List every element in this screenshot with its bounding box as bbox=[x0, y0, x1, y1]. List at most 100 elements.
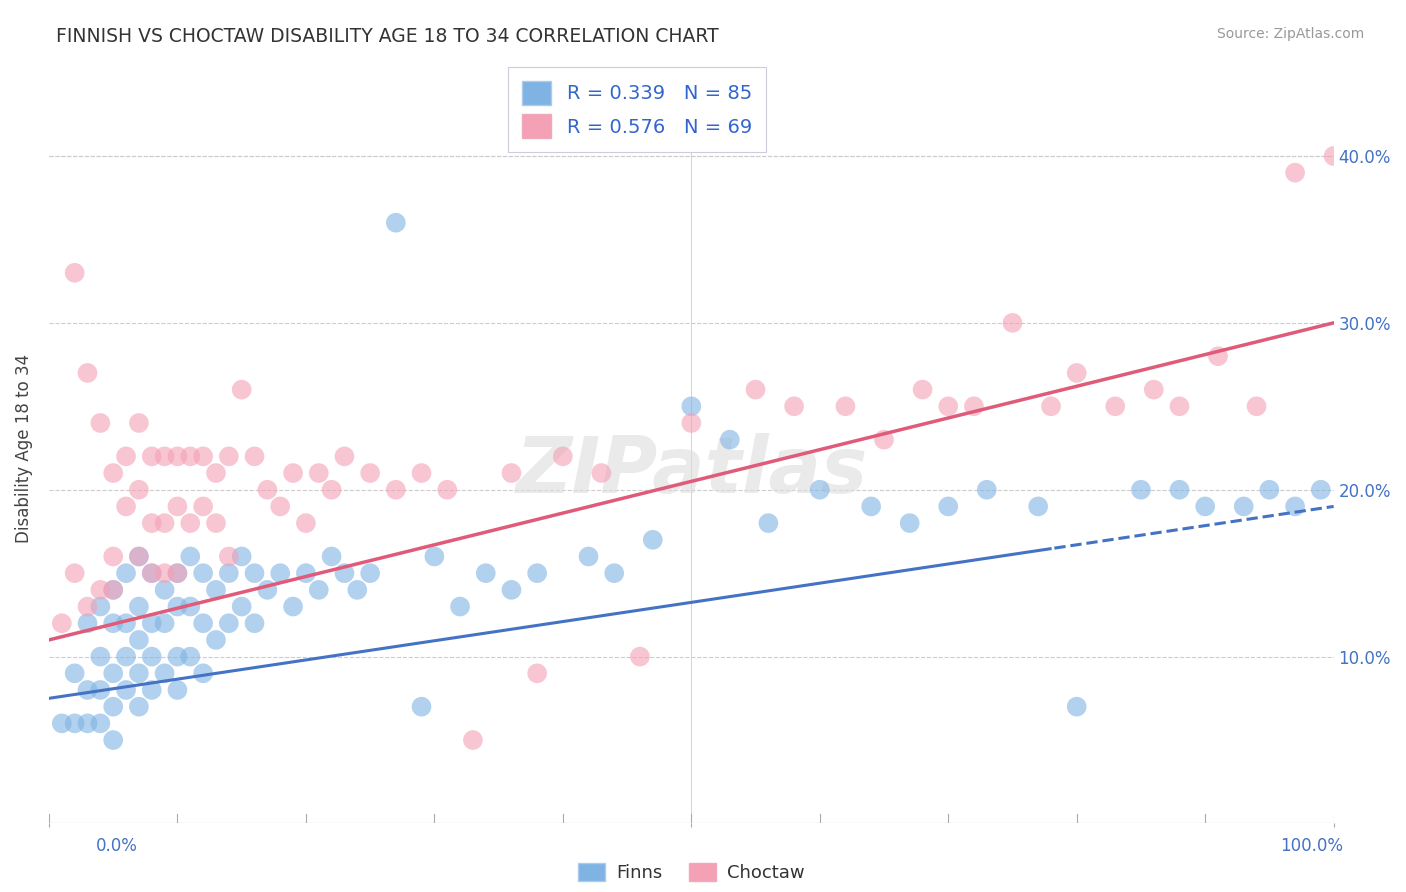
Point bbox=[115, 450, 138, 464]
Point bbox=[153, 616, 176, 631]
Point bbox=[103, 582, 125, 597]
Point bbox=[281, 466, 304, 480]
Point bbox=[449, 599, 471, 614]
Point bbox=[63, 716, 86, 731]
Point bbox=[218, 616, 240, 631]
Point bbox=[269, 500, 291, 514]
Text: Source: ZipAtlas.com: Source: ZipAtlas.com bbox=[1216, 27, 1364, 41]
Text: FINNISH VS CHOCTAW DISABILITY AGE 18 TO 34 CORRELATION CHART: FINNISH VS CHOCTAW DISABILITY AGE 18 TO … bbox=[56, 27, 718, 45]
Point bbox=[333, 566, 356, 581]
Point bbox=[1206, 349, 1229, 363]
Point bbox=[51, 716, 73, 731]
Point bbox=[89, 599, 111, 614]
Point bbox=[936, 399, 959, 413]
Point bbox=[281, 599, 304, 614]
Point bbox=[89, 683, 111, 698]
Point bbox=[166, 599, 188, 614]
Point bbox=[115, 566, 138, 581]
Point bbox=[76, 716, 98, 731]
Point bbox=[474, 566, 496, 581]
Point bbox=[461, 733, 484, 747]
Point bbox=[153, 566, 176, 581]
Point bbox=[526, 566, 548, 581]
Point bbox=[205, 466, 228, 480]
Point bbox=[976, 483, 998, 497]
Point bbox=[436, 483, 458, 497]
Point bbox=[359, 466, 381, 480]
Point bbox=[783, 399, 806, 413]
Point bbox=[63, 666, 86, 681]
Point bbox=[103, 549, 125, 564]
Point bbox=[166, 566, 188, 581]
Point bbox=[115, 616, 138, 631]
Legend: R = 0.339   N = 85, R = 0.576   N = 69: R = 0.339 N = 85, R = 0.576 N = 69 bbox=[509, 67, 765, 152]
Point bbox=[115, 649, 138, 664]
Point bbox=[385, 216, 408, 230]
Point bbox=[936, 500, 959, 514]
Point bbox=[76, 683, 98, 698]
Point bbox=[333, 450, 356, 464]
Point bbox=[321, 549, 343, 564]
Point bbox=[153, 516, 176, 530]
Point bbox=[205, 582, 228, 597]
Point bbox=[808, 483, 831, 497]
Point bbox=[141, 683, 163, 698]
Point bbox=[115, 683, 138, 698]
Point bbox=[153, 582, 176, 597]
Point bbox=[89, 582, 111, 597]
Point bbox=[873, 433, 896, 447]
Point bbox=[1323, 149, 1346, 163]
Point bbox=[231, 599, 253, 614]
Point bbox=[141, 649, 163, 664]
Point bbox=[295, 516, 318, 530]
Point bbox=[423, 549, 446, 564]
Point bbox=[89, 416, 111, 430]
Point bbox=[103, 699, 125, 714]
Point bbox=[256, 582, 278, 597]
Point bbox=[1233, 500, 1256, 514]
Point bbox=[1168, 399, 1191, 413]
Point bbox=[346, 582, 368, 597]
Point bbox=[128, 666, 150, 681]
Point bbox=[205, 516, 228, 530]
Point bbox=[166, 683, 188, 698]
Point bbox=[205, 632, 228, 647]
Point bbox=[141, 616, 163, 631]
Point bbox=[153, 666, 176, 681]
Point bbox=[526, 666, 548, 681]
Text: 0.0%: 0.0% bbox=[96, 837, 138, 855]
Point bbox=[231, 549, 253, 564]
Point bbox=[295, 566, 318, 581]
Point bbox=[218, 450, 240, 464]
Point bbox=[103, 616, 125, 631]
Point bbox=[218, 549, 240, 564]
Text: ZIPatlas: ZIPatlas bbox=[515, 433, 868, 508]
Point bbox=[269, 566, 291, 581]
Point bbox=[89, 716, 111, 731]
Point bbox=[1246, 399, 1268, 413]
Point bbox=[103, 733, 125, 747]
Point bbox=[1258, 483, 1281, 497]
Point bbox=[860, 500, 883, 514]
Point bbox=[76, 366, 98, 380]
Point bbox=[628, 649, 651, 664]
Point bbox=[411, 466, 433, 480]
Point bbox=[128, 549, 150, 564]
Point bbox=[153, 450, 176, 464]
Point bbox=[744, 383, 766, 397]
Point bbox=[1284, 500, 1306, 514]
Point bbox=[128, 483, 150, 497]
Point bbox=[179, 649, 201, 664]
Point bbox=[551, 450, 574, 464]
Point bbox=[308, 582, 330, 597]
Point bbox=[1026, 500, 1049, 514]
Point bbox=[1066, 699, 1088, 714]
Point bbox=[681, 416, 703, 430]
Point bbox=[166, 649, 188, 664]
Point bbox=[359, 566, 381, 581]
Point bbox=[128, 632, 150, 647]
Point bbox=[191, 616, 214, 631]
Point bbox=[243, 566, 266, 581]
Point bbox=[191, 666, 214, 681]
Point bbox=[128, 599, 150, 614]
